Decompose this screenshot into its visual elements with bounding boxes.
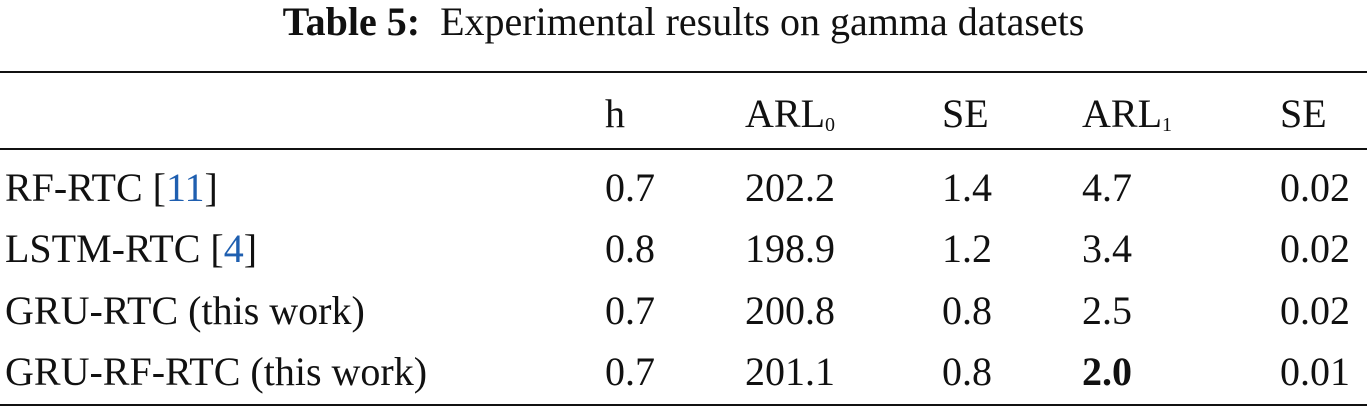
header-text: SE (942, 91, 989, 136)
value-cell: 0.8 (942, 349, 992, 394)
header-cell: ARL1 (1082, 92, 1172, 147)
bottom-rule (0, 404, 1367, 406)
method-cell: GRU-RTC (this work) (5, 289, 365, 333)
value-cell: 2.0 (1082, 349, 1132, 394)
value-cell: 0.02 (1280, 288, 1350, 333)
value-cell: 0.02 (1280, 226, 1350, 271)
method-text: ] (204, 165, 218, 210)
caption-text: Experimental results on gamma datasets (440, 0, 1085, 44)
header-cell: SE (942, 92, 989, 136)
header-text: SE (1280, 91, 1327, 136)
value-cell: 0.02 (1280, 165, 1350, 210)
citation[interactable]: 4 (223, 226, 244, 271)
caption: Table 5: Experimental results on gamma d… (0, 0, 1367, 44)
top-rule (0, 71, 1367, 73)
value-cell: 0.7 (605, 165, 655, 210)
header-text: h (605, 91, 625, 136)
value-cell: 0.01 (1280, 349, 1350, 394)
value-cell: 1.2 (942, 226, 992, 271)
value-cell: 3.4 (1082, 226, 1132, 271)
value-cell: 0.7 (605, 349, 655, 394)
value-cell: 202.2 (745, 165, 835, 210)
method-text: LSTM-RTC [ (5, 226, 224, 271)
value-cell: 2.5 (1082, 288, 1132, 333)
method-cell: GRU-RF-RTC (this work) (5, 350, 427, 394)
value-cell: 0.8 (605, 226, 655, 271)
caption-label: Table 5: (282, 0, 421, 44)
method-text: RF-RTC [ (5, 165, 166, 210)
value-cell: 0.7 (605, 288, 655, 333)
value-cell: 4.7 (1082, 165, 1132, 210)
value-cell: 198.9 (745, 226, 835, 271)
method-text: GRU-RTC (this work) (5, 288, 365, 333)
method-text: GRU-RF-RTC (this work) (5, 349, 428, 394)
method-cell: LSTM-RTC [4] (5, 227, 257, 271)
method-cell: RF-RTC [11] (5, 166, 218, 210)
header-cell: ARL0 (745, 92, 835, 147)
header-cell: h (605, 92, 625, 136)
header-cell: SE (1280, 92, 1327, 136)
header-subscript: 1 (1162, 114, 1172, 136)
method-text: ] (243, 226, 258, 271)
header-text: ARL (1082, 91, 1162, 136)
mid-rule (0, 148, 1367, 150)
header-text: ARL (745, 91, 825, 136)
value-cell: 0.8 (942, 288, 992, 333)
header-subscript: 0 (825, 114, 835, 136)
value-cell: 200.8 (745, 288, 835, 333)
value-cell: 201.1 (745, 349, 835, 394)
citation[interactable]: 11 (165, 165, 205, 210)
value-cell: 1.4 (942, 165, 992, 210)
